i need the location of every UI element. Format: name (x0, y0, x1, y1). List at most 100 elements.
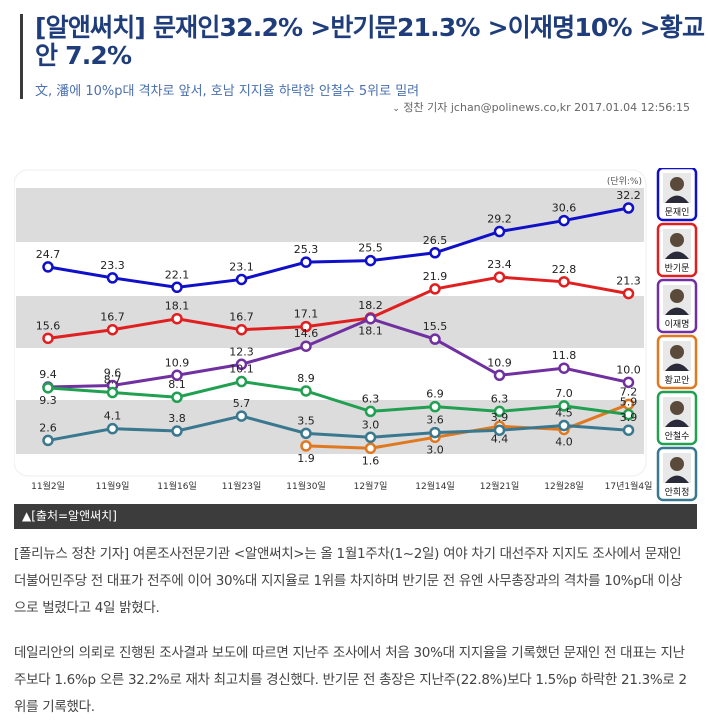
x-tick-label: 17년1월4일 (605, 480, 653, 492)
article-header: [알앤써치] 문재인32.2% >반기문21.3% >이재명10% >황교안 7… (20, 14, 705, 99)
data-label: 16.7 (100, 311, 125, 324)
data-label: 10.0 (616, 363, 641, 376)
data-label: 7.2 (620, 385, 638, 398)
data-label: 9.6 (104, 366, 122, 379)
x-tick-label: 11월9일 (96, 480, 130, 492)
data-point (622, 376, 635, 389)
data-label: 3.5 (297, 414, 315, 427)
legend-label: 이재명 (665, 319, 690, 330)
data-point (235, 323, 248, 336)
data-point (106, 323, 119, 336)
data-point (622, 408, 635, 421)
avatar-body (665, 475, 689, 483)
poll-chart: (단위:%) 24.7 23.3 22.1 23.1 25.3 25.5 26.5 29.2 30… (13, 166, 698, 504)
data-label: 16.7 (229, 311, 254, 324)
data-label: 4.4 (491, 432, 509, 445)
legend-label: 문재인 (665, 207, 690, 218)
data-label: 6.9 (426, 388, 444, 401)
poll-chart-svg: (단위:%) 24.7 23.3 22.1 23.1 25.3 25.5 26.5 29.2 30… (13, 166, 698, 502)
data-point (300, 385, 312, 397)
data-point (429, 247, 441, 259)
data-label: 23.3 (100, 259, 125, 272)
data-point (493, 271, 506, 283)
data-point (493, 424, 506, 436)
data-point (106, 386, 119, 399)
data-point (235, 375, 248, 388)
data-point (493, 369, 506, 382)
data-point (622, 424, 635, 436)
avatar-body (665, 195, 689, 203)
data-label: 10.1 (229, 363, 254, 376)
series-line-6 (47, 414, 629, 442)
data-point (364, 312, 377, 325)
data-label: 22.1 (165, 268, 190, 281)
data-label: 4.0 (555, 435, 573, 448)
data-label: 8.1 (168, 378, 186, 391)
data-point (300, 256, 312, 268)
data-label: 4.5 (555, 407, 573, 420)
data-label: 3.9 (491, 411, 509, 424)
avatar-head (670, 345, 684, 359)
data-label: 15.6 (36, 319, 61, 332)
subheadline: 文, 潘에 10%p대 격차로 앞서, 호남 지지율 하락한 안철수 5위로 밀… (35, 84, 420, 99)
unit-label: (단위:%) (607, 176, 642, 187)
series-line-1 (47, 206, 629, 289)
data-point (42, 332, 54, 345)
data-label: 22.8 (552, 263, 577, 276)
data-label: 2.6 (39, 421, 57, 434)
x-tick-label: 11월16일 (157, 480, 196, 492)
data-label: 29.2 (487, 213, 512, 226)
data-label: 23.4 (487, 258, 512, 271)
data-point (493, 405, 506, 418)
data-label: 4.1 (104, 410, 122, 423)
data-point (622, 287, 635, 300)
data-label: 8.9 (297, 372, 315, 385)
data-point (364, 254, 377, 267)
data-point (106, 422, 119, 435)
data-point (300, 320, 312, 333)
data-label: 21.3 (616, 275, 641, 288)
avatar-body (665, 307, 689, 315)
legend-label: 안철수 (665, 431, 690, 442)
data-label: 25.3 (294, 243, 319, 256)
data-label: 21.9 (423, 270, 448, 283)
data-point (42, 382, 54, 394)
data-label: 3.8 (168, 412, 186, 425)
data-point (171, 312, 183, 325)
data-point (558, 419, 570, 432)
x-tick-label: 12월28일 (544, 480, 583, 492)
avatar-head (670, 289, 684, 303)
data-label: 10.9 (487, 356, 512, 369)
article-paragraph-1: [폴리뉴스 정찬 기자] 여론조사전문기관 <알앤써치>는 올 1월1주차(1~… (14, 546, 682, 616)
data-point (558, 400, 570, 412)
grid-band (16, 188, 644, 242)
data-point (171, 391, 183, 403)
data-label: 17.1 (294, 308, 319, 321)
avatar-body (665, 251, 689, 259)
data-point (300, 427, 312, 440)
data-point (364, 405, 377, 418)
data-label: 12.3 (229, 345, 254, 358)
data-label: 3.6 (426, 414, 444, 427)
data-point (364, 442, 377, 455)
x-tick-label: 11월23일 (222, 480, 261, 492)
data-point (42, 261, 54, 273)
data-label: 23.1 (229, 260, 254, 273)
x-tick-label: 11월30일 (286, 480, 325, 492)
data-point (429, 283, 441, 295)
chevron-down-icon[interactable]: ⌄ (392, 104, 400, 114)
data-label: 3.0 (362, 418, 380, 431)
legend-label: 안희정 (665, 486, 690, 498)
data-label: 32.2 (616, 189, 641, 202)
data-point (300, 340, 312, 352)
data-label: 9.3 (39, 394, 57, 407)
data-label: 5.7 (233, 397, 251, 410)
series-line-3 (47, 317, 629, 389)
data-point (364, 431, 377, 444)
data-label: 3.0 (426, 443, 444, 456)
image-caption: ▲[출처=알앤써치] (14, 504, 697, 529)
data-label: 8.7 (104, 374, 122, 387)
data-label: 5.9 (620, 396, 638, 409)
byline: ⌄ 정찬 기자 jchan@polinews.co,kr 2017.01.04 … (392, 99, 690, 115)
data-label: 1.6 (362, 454, 380, 467)
